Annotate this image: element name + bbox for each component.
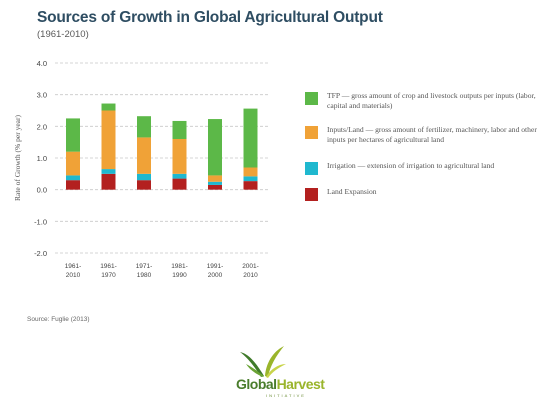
legend-item-tfp: TFP — gross amount of crop and livestock… xyxy=(305,91,550,125)
bar-segment-land xyxy=(243,181,258,190)
x-tick-label: 1971- xyxy=(136,263,153,270)
x-tick-label: 2000 xyxy=(208,272,223,279)
legend-item-irrigation: Irrigation — extension of irrigation to … xyxy=(305,161,550,187)
chart-subtitle: (1961-2010) xyxy=(37,29,89,40)
x-tick-label: 2001- xyxy=(242,263,259,270)
bar-segment-irrigation xyxy=(243,176,258,182)
logo-tagline: INITIATIVE xyxy=(266,393,306,398)
bar-segment-tfp xyxy=(243,108,258,168)
legend-swatch-tfp xyxy=(305,92,318,105)
chart-legend: TFP — gross amount of crop and livestock… xyxy=(305,91,550,207)
leaf-icon xyxy=(240,346,286,378)
y-tick-label: 2.0 xyxy=(37,122,47,131)
x-tick-label: 2010 xyxy=(66,272,81,279)
x-tick-label: 1981- xyxy=(171,263,188,270)
y-tick-label: -1.0 xyxy=(34,217,47,226)
bar-segment-land xyxy=(137,180,151,190)
y-axis-label: Rate of Growth (% per year) xyxy=(13,115,22,202)
x-tick-label: 1980 xyxy=(137,272,152,279)
bar-segment-irrigation xyxy=(208,181,222,185)
y-tick-label: -2.0 xyxy=(34,249,47,258)
source-note: Source: Fuglie (2013) xyxy=(27,316,90,323)
bar-segment-tfp xyxy=(66,118,80,152)
legend-swatch-irrigation xyxy=(305,162,318,175)
bar-segment-irrigation xyxy=(66,175,80,181)
bar-segment-tfp xyxy=(101,103,116,111)
legend-label-irrigation: Irrigation — extension of irrigation to … xyxy=(327,161,495,170)
bar-segment-tfp xyxy=(137,116,151,138)
x-tick-label: 1961- xyxy=(65,263,82,270)
bar-segment-tfp xyxy=(172,120,187,139)
global-harvest-logo: GlobalHarvest INITIATIVE xyxy=(228,340,338,400)
bar-segment-irrigation xyxy=(101,169,116,174)
bar-segment-inputs xyxy=(208,175,222,182)
bar-segment-inputs xyxy=(101,110,116,170)
y-tick-label: 3.0 xyxy=(37,91,47,100)
legend-label-tfp: TFP — gross amount of crop and livestock… xyxy=(327,91,536,110)
x-tick-label: 1970 xyxy=(101,272,116,279)
legend-label-inputs: Inputs/Land — gross amount of fertilizer… xyxy=(327,125,537,144)
legend-swatch-land xyxy=(305,188,318,201)
legend-item-land: Land Expansion xyxy=(305,187,550,207)
y-tick-label: 0.0 xyxy=(37,186,47,195)
y-tick-label: 1.0 xyxy=(37,154,47,163)
x-tick-label: 1990 xyxy=(172,272,187,279)
x-tick-label: 2010 xyxy=(243,272,258,279)
x-tick-label: 1961- xyxy=(100,263,117,270)
logo-wordmark: GlobalHarvest xyxy=(236,376,325,392)
bar-segment-inputs xyxy=(243,167,258,177)
bar-segment-land xyxy=(101,173,116,190)
bar-segment-irrigation xyxy=(137,173,151,181)
x-tick-label: 1991- xyxy=(207,263,224,270)
bar-segment-land xyxy=(208,184,222,190)
bar-segment-land xyxy=(66,180,80,190)
legend-swatch-inputs xyxy=(305,126,318,139)
legend-label-land: Land Expansion xyxy=(327,187,377,196)
growth-chart: 4.0 3.0 2.0 1.0 0.0 -1.0 -2.0 Rate of Growth (%… xyxy=(13,59,270,279)
bar-segment-tfp xyxy=(208,119,222,176)
bar-segment-inputs xyxy=(137,137,151,174)
bar-segment-land xyxy=(172,178,187,190)
bar-segment-inputs xyxy=(172,139,187,174)
legend-item-inputs: Inputs/Land — gross amount of fertilizer… xyxy=(305,125,550,161)
y-tick-label: 4.0 xyxy=(37,59,47,68)
chart-title: Sources of Growth in Global Agricultural… xyxy=(37,9,383,26)
bar-segment-irrigation xyxy=(172,173,187,179)
bar-segment-inputs xyxy=(66,151,80,176)
